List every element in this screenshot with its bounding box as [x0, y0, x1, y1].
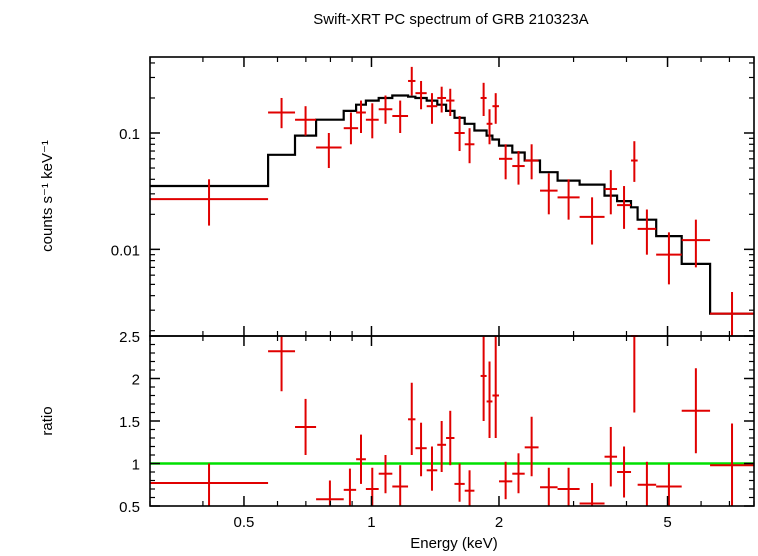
spectrum-point-7: [365, 103, 379, 139]
ratio-data-points: [150, 335, 754, 506]
spectrum-point-13: [437, 86, 447, 113]
spectrum-point-2: [268, 97, 296, 129]
spectrum-point-25: [579, 197, 605, 245]
ratio-point-31: [681, 368, 711, 454]
spectrum-point-16: [464, 128, 475, 164]
ratio-point-6: [356, 434, 366, 484]
ratio-point-12: [426, 446, 438, 491]
spectrum-point-15: [454, 115, 465, 152]
spectrum-point-6: [356, 100, 366, 134]
ratio-panel-frame: [149, 335, 755, 507]
spectrum-point-14: [446, 88, 455, 116]
ratio-point-23: [540, 467, 558, 506]
ratio-point-24: [557, 467, 580, 506]
ratio-point-2: [268, 336, 296, 392]
spectrum-panel: 0.1 0.01 counts s⁻¹ keV⁻¹: [39, 56, 755, 337]
ratio-point-17: [480, 336, 487, 421]
spectrum-point-20: [498, 144, 513, 180]
spectrum-point-28: [631, 141, 638, 182]
ratio-point-7: [365, 467, 379, 506]
spectrum-panel-frame: [149, 56, 755, 337]
spectrum-point-22: [524, 144, 539, 180]
spectrum-y-axis-label: counts s⁻¹ keV⁻¹: [39, 140, 56, 252]
ratio-point-15: [454, 463, 465, 502]
spectrum-axis-ticks: 0.1 0.01: [111, 57, 755, 336]
spectrum-point-31: [681, 219, 711, 268]
spectrum-point-29: [637, 209, 657, 255]
spectrum-point-3: [295, 106, 317, 136]
ratio-point-29: [637, 461, 657, 506]
ratio-point-8: [378, 455, 393, 494]
spectrum-point-4: [316, 133, 342, 169]
spectrum-point-21: [512, 151, 525, 185]
spectrum-y-tick-label: 0.01: [111, 242, 140, 259]
ratio-point-16: [464, 470, 475, 506]
ratio-point-32: [710, 423, 754, 506]
spectrum-point-11: [415, 80, 427, 110]
spectrum-point-5: [343, 112, 359, 145]
model-curve: [150, 94, 754, 315]
x-tick-label: 1: [367, 514, 375, 531]
ratio-point-14: [446, 410, 455, 466]
spectrum-point-9: [392, 100, 409, 134]
ratio-point-13: [437, 421, 447, 472]
spectrum-point-17: [480, 82, 487, 116]
ratio-point-28: [631, 335, 638, 413]
spectrum-point-30: [656, 232, 682, 285]
ratio-y-axis-label: ratio: [39, 406, 56, 435]
ratio-point-27: [617, 446, 632, 498]
ratio-point-3: [295, 398, 317, 455]
ratio-point-20: [498, 461, 513, 500]
ratio-point-18: [486, 361, 493, 438]
ratio-point-10: [408, 382, 416, 455]
spectrum-point-26: [604, 170, 618, 215]
ratio-axis-ticks: 0.5 1 1.5 2 2.5: [119, 329, 755, 516]
spectrum-point-23: [540, 173, 558, 215]
x-tick-label: 2: [495, 514, 503, 531]
ratio-y-tick-label: 1: [132, 457, 140, 474]
ratio-point-11: [415, 422, 427, 477]
x-tick-labels: 0.5 1 2 5: [234, 514, 672, 531]
spectrum-point-27: [617, 186, 632, 229]
ratio-y-tick-label: 2: [132, 372, 140, 389]
ratio-point-25: [579, 483, 605, 506]
ratio-point-1: [150, 463, 269, 506]
spectrum-point-19: [492, 93, 499, 124]
ratio-point-9: [392, 465, 409, 506]
ratio-point-5: [343, 468, 357, 506]
chart-title: Swift-XRT PC spectrum of GRB 210323A: [313, 11, 588, 28]
spectrum-point-1: [150, 179, 269, 226]
ratio-point-30: [656, 463, 682, 506]
spectrum-point-8: [378, 95, 393, 124]
ratio-point-26: [604, 426, 618, 487]
model-step-curve: [150, 94, 754, 315]
spectrum-point-10: [408, 66, 416, 96]
ratio-point-22: [524, 416, 539, 477]
spectrum-point-24: [557, 179, 580, 220]
spectrum-point-18: [486, 109, 493, 145]
ratio-panel: 0.5 1 1.5 2 2.5 ratio: [39, 329, 755, 516]
spectrum-y-tick-label: 0.1: [119, 126, 140, 143]
x-axis-label: Energy (keV): [410, 535, 498, 552]
spectrum-point-32: [710, 291, 754, 336]
ratio-y-tick-label: 2.5: [119, 329, 140, 346]
ratio-y-tick-label: 1.5: [119, 414, 140, 431]
ratio-point-19: [492, 336, 499, 438]
x-tick-label: 0.5: [234, 514, 255, 531]
spectrum-point-12: [426, 93, 438, 124]
ratio-y-tick-label: 0.5: [119, 499, 140, 516]
spectrum-data-points: [150, 66, 754, 336]
ratio-point-21: [512, 453, 525, 494]
x-tick-label: 5: [663, 514, 671, 531]
